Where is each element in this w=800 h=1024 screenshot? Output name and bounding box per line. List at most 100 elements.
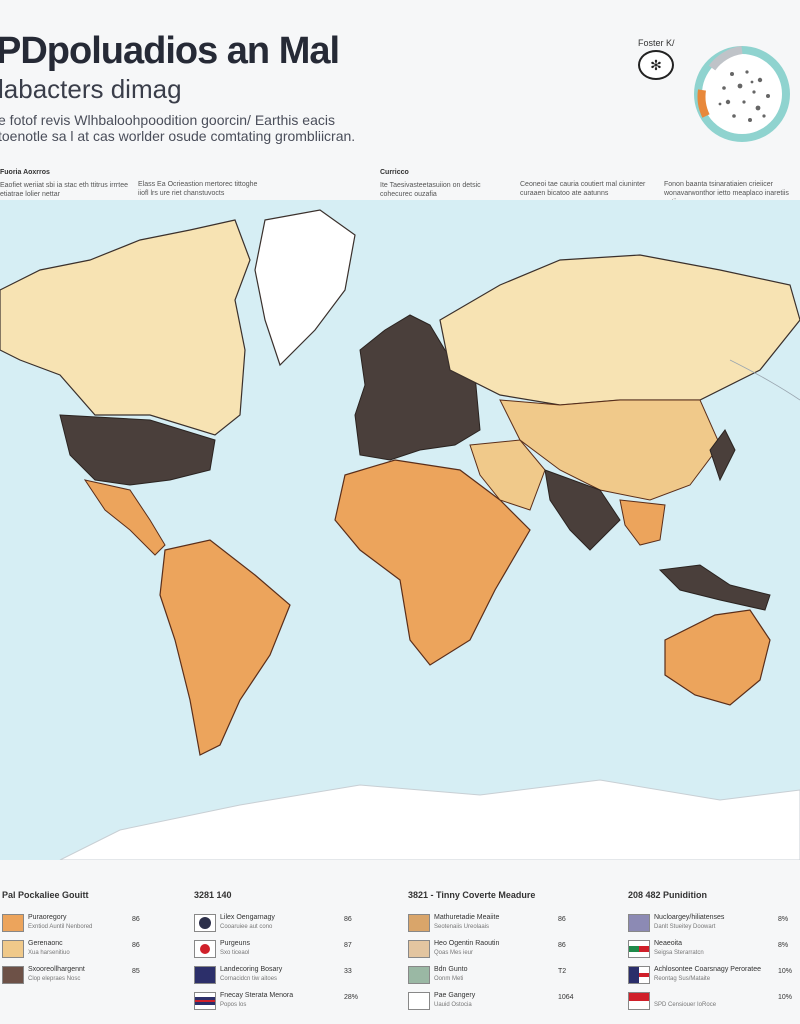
legend-sublabel: Cornacidcn tiw aitoes bbox=[220, 976, 278, 982]
page-title: PDpoluadios an Mal bbox=[0, 30, 340, 72]
flag-icon bbox=[194, 992, 216, 1010]
legend-value: 87 bbox=[344, 942, 352, 949]
legend-group-3: 3821 - Tinny Coverte Meadure Mathuretadi… bbox=[408, 890, 598, 1018]
legend-sublabel: Xua harsenitiuo bbox=[28, 950, 70, 956]
legend-row: Landecoring Bosary Cornacidcn tiw aitoes… bbox=[194, 966, 384, 992]
legend-row: Nucloargey/hiliatenses Danlt Stueitey Do… bbox=[628, 914, 798, 940]
legend-row: Puraoregory Exntiod Auntil Nenbored 86 bbox=[2, 914, 192, 940]
legend-value: 86 bbox=[132, 942, 140, 949]
legend-sublabel: Sxo ticeaol bbox=[220, 950, 250, 956]
info-column-4: Ceoneoi tae cauria coutiert mal ciuninte… bbox=[520, 180, 650, 198]
legend-sublabel: Clop elepraes Nosc bbox=[28, 976, 81, 982]
region-japan bbox=[709, 429, 736, 482]
intro-text: e fotof revis Wlhbaloohpoodition goorcin… bbox=[0, 112, 356, 144]
info-column-2: Elass Ea Ocrieastion mertorec tittoghe i… bbox=[138, 180, 258, 198]
region-greenland bbox=[254, 209, 356, 367]
legend-sublabel: Uauid Ostocia bbox=[434, 1002, 472, 1008]
legend-value: 8% bbox=[778, 942, 789, 949]
legend-label: Gerenaonc bbox=[28, 940, 63, 947]
region-australia bbox=[664, 609, 771, 706]
legend-row: Purgeuns Sxo ticeaol 87 bbox=[194, 940, 384, 966]
legend-swatch bbox=[408, 940, 430, 958]
legend-sublabel: Danlt Stueitey Doowart bbox=[654, 924, 716, 930]
legend-value: 8% bbox=[778, 916, 789, 923]
column-text: Eaofiet weriiat sbi ia stac eth ttitrus … bbox=[0, 182, 128, 198]
legend-sublabel: Reontag Sus/Mataite bbox=[654, 976, 711, 982]
legend-label: Purgeuns bbox=[220, 940, 250, 947]
info-columns: Fuoria Aoxrros Eaofiet weriiat sbi ia st… bbox=[0, 168, 800, 208]
flag-icon bbox=[628, 940, 650, 958]
legend-row: Lilex Oengarnagy Cooaruiee aut cono 86 bbox=[194, 914, 384, 940]
legend-value: T2 bbox=[558, 968, 567, 975]
legend-value: 10% bbox=[778, 968, 793, 975]
legend-label: Bdn Gunto bbox=[434, 966, 468, 973]
legend-value: 86 bbox=[344, 916, 352, 923]
legend-group-1: Pal Pockaliee Gouitt Puraoregory Exntiod… bbox=[2, 890, 192, 992]
legend-label: Heo Ogentin Raoutin bbox=[434, 940, 500, 947]
legend-title: 208 482 Punidition bbox=[628, 890, 708, 900]
flag-icon bbox=[628, 966, 650, 984]
legend-value: 1064 bbox=[558, 994, 574, 1001]
legend-row: Pae Gangery Uauid Ostocia 1064 bbox=[408, 992, 598, 1018]
legend-sublabel: Seotenaiis Ureolaais bbox=[434, 924, 490, 930]
region-antarctica bbox=[59, 779, 800, 860]
info-column-3: Curricco Ite Taesivasteetasuiion on dets… bbox=[380, 168, 500, 199]
dotted-globe-icon bbox=[694, 46, 790, 142]
legend-swatch bbox=[408, 966, 430, 984]
legend-row: Gerenaonc Xua harsenitiuo 86 bbox=[2, 940, 192, 966]
legend-label: Pae Gangery bbox=[434, 992, 476, 999]
region-southeast-asia bbox=[619, 499, 666, 546]
legend-value: 86 bbox=[558, 916, 566, 923]
legend-row: Neaeoita Seigsa Sterarratcn 8% bbox=[628, 940, 798, 966]
legend-label: Nucloargey/hiliatenses bbox=[654, 914, 725, 921]
region-europe bbox=[354, 314, 481, 461]
flag-icon bbox=[194, 966, 216, 984]
legend-sublabel: Exntiod Auntil Nenbored bbox=[28, 924, 93, 930]
legend-row: Heo Ogentin Raoutin Qoas Mes ieur 86 bbox=[408, 940, 598, 966]
legend-label: Neaeoita bbox=[654, 940, 683, 947]
legend-sublabel: SPD Censiouer IoRoce bbox=[654, 1002, 717, 1008]
column-text: Ite Taesivasteetasuiion on detsic cohecu… bbox=[380, 182, 481, 198]
legend-value: 86 bbox=[132, 916, 140, 923]
legend-label: Lilex Oengarnagy bbox=[220, 914, 275, 921]
legend-label: Landecoring Bosary bbox=[220, 966, 283, 973]
paw-icon: ✻ bbox=[638, 50, 674, 80]
region-central-asia bbox=[499, 399, 721, 501]
legend-label: Fnecay Sterata Menora bbox=[220, 992, 294, 999]
legend-label: Mathuretadie Meaiite bbox=[434, 914, 500, 921]
legend-group-4: 208 482 Punidition Nucloargey/hiliatense… bbox=[628, 890, 798, 1018]
legend-group-2: 3281 140 Lilex Oengarnagy Cooaruiee aut … bbox=[194, 890, 384, 1018]
region-usa bbox=[59, 414, 216, 486]
legend-value: 10% bbox=[778, 994, 793, 1001]
legend: Pal Pockaliee Gouitt Puraoregory Exntiod… bbox=[0, 890, 800, 1024]
world-map bbox=[0, 200, 800, 860]
info-column-1: Fuoria Aoxrros Eaofiet weriiat sbi ia st… bbox=[0, 168, 130, 199]
legend-title: Pal Pockaliee Gouitt bbox=[2, 890, 89, 900]
legend-sublabel: Seigsa Sterarratcn bbox=[654, 950, 704, 956]
region-south-asia bbox=[544, 469, 621, 551]
legend-sublabel: Qoas Mes ieur bbox=[434, 950, 474, 956]
page-subtitle: labacters dimag bbox=[0, 74, 182, 104]
legend-swatch bbox=[2, 914, 24, 932]
legend-label: Achlosontee Coarsnagy Peroratee bbox=[654, 966, 762, 973]
legend-value: 86 bbox=[558, 942, 566, 949]
legend-title: 3821 - Tinny Coverte Meadure bbox=[408, 890, 536, 900]
legend-row: Fnecay Sterata Menora Popos los 28% bbox=[194, 992, 384, 1018]
region-africa bbox=[334, 459, 531, 666]
legend-value: 33 bbox=[344, 968, 352, 975]
column-text: Elass Ea Ocrieastion mertorec tittoghe i… bbox=[138, 181, 258, 197]
flag-icon bbox=[194, 940, 216, 958]
column-heading: Fuoria Aoxrros bbox=[0, 169, 50, 176]
region-mexico bbox=[83, 479, 166, 556]
column-heading: Curricco bbox=[380, 169, 409, 176]
legend-label: Puraoregory bbox=[28, 914, 67, 921]
legend-row: Bdn Gunto Oonm Meti T2 bbox=[408, 966, 598, 992]
legend-sublabel: Cooaruiee aut cono bbox=[220, 924, 273, 930]
region-canada bbox=[0, 219, 251, 436]
column-text: Ceoneoi tae cauria coutiert mal ciuninte… bbox=[520, 181, 646, 197]
corner-label: Foster K/ bbox=[638, 38, 675, 48]
legend-title: 3281 140 bbox=[194, 890, 232, 900]
legend-swatch bbox=[628, 914, 650, 932]
legend-row: Sxooreollhargennt Clop elepraes Nosc 85 bbox=[2, 966, 192, 992]
legend-row: SPD Censiouer IoRoce 10% bbox=[628, 992, 798, 1018]
